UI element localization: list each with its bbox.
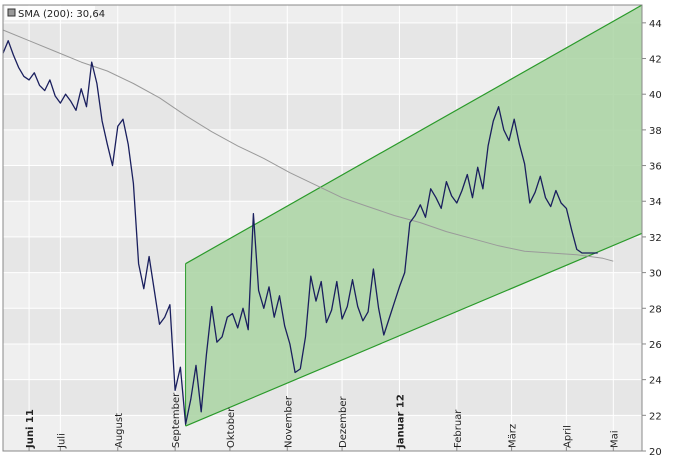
legend-box [5, 6, 95, 20]
legend-sma-label: SMA (200): 30,64 [18, 9, 105, 20]
x-tick-label: April [562, 425, 573, 448]
y-tick-label: 34 [649, 197, 662, 208]
y-tick-label: 36 [649, 162, 662, 173]
x-tick-label: November [283, 395, 294, 448]
x-tick-label: Mai [609, 430, 620, 448]
y-tick-label: 22 [649, 411, 662, 422]
x-tick-label: Oktober [226, 407, 237, 448]
grid-band [3, 22, 642, 59]
legend: SMA (200): 30,64 [5, 6, 105, 20]
y-tick-label: 26 [649, 340, 662, 351]
trend-channel [185, 4, 643, 427]
x-tick-label: März [508, 424, 519, 448]
legend-swatch-icon [7, 8, 16, 17]
y-tick-label: 30 [649, 269, 662, 280]
sma-line [2, 29, 614, 262]
x-tick-label: Juli [56, 433, 67, 449]
grid-band [3, 415, 642, 451]
channel-upper-line [185, 4, 643, 265]
y-tick-label: 38 [649, 126, 662, 137]
plot-border [2, 4, 643, 452]
x-tick-label: Juni 11 [25, 409, 36, 449]
channel-lower-line [185, 232, 643, 427]
x-tick-label: Februar [453, 409, 464, 448]
y-tick-label: 44 [649, 19, 662, 30]
grid-band [3, 379, 642, 416]
x-axis: Juni 11 Juli August September Oktober Novembe… [25, 392, 620, 451]
y-tick-label: 28 [649, 304, 662, 315]
y-tick-label: 32 [649, 233, 662, 244]
y-tick-label: 20 [649, 447, 662, 458]
price-line [2, 40, 598, 425]
y-axis: 20 22 24 26 28 30 32 34 36 38 40 42 44 [642, 19, 662, 458]
x-tick-label: August [114, 413, 125, 448]
x-tick-label: September [171, 392, 182, 448]
y-tick-label: 24 [649, 376, 662, 387]
x-tick-label: Januar 12 [395, 394, 406, 449]
channel-fill [185, 5, 643, 427]
series-lines [2, 29, 614, 425]
y-tick-label: 42 [649, 55, 662, 66]
y-tick-label: 40 [649, 90, 662, 101]
x-tick-label: Dezember [338, 396, 349, 448]
